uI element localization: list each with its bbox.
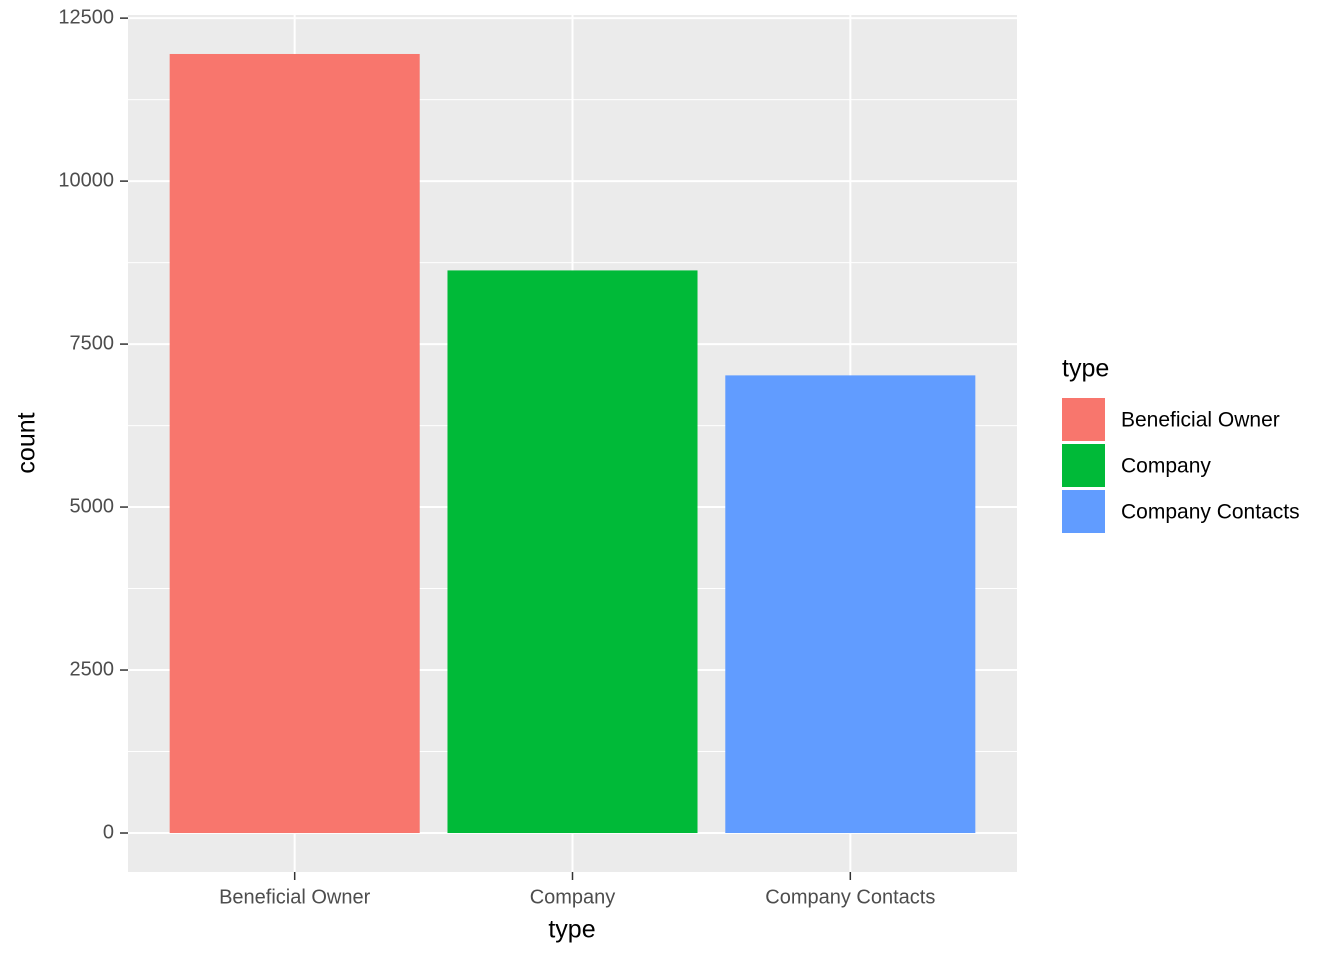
legend-key [1062, 398, 1105, 441]
x-axis-title: type [548, 916, 595, 944]
bar [169, 53, 420, 834]
legend-title: type [1062, 355, 1109, 383]
y-tick-label: 12500 [58, 6, 114, 28]
y-tick-label: 2500 [70, 658, 115, 680]
legend-key [1062, 490, 1105, 533]
y-tick-label: 7500 [70, 332, 115, 354]
legend-label: Beneficial Owner [1121, 409, 1280, 432]
x-tick-label: Company [530, 886, 616, 908]
legend-label: Company Contacts [1121, 501, 1300, 524]
y-tick-label: 0 [103, 821, 114, 843]
bar [725, 375, 976, 834]
legend-label: Company [1121, 455, 1211, 478]
y-tick-label: 10000 [58, 169, 114, 191]
bar [447, 270, 698, 834]
x-tick-label: Company Contacts [765, 886, 935, 908]
x-tick-label: Beneficial Owner [219, 886, 371, 908]
marks [169, 53, 976, 834]
legend-key [1062, 444, 1105, 487]
y-axis-title: count [13, 412, 41, 473]
y-tick-label: 5000 [70, 495, 115, 517]
